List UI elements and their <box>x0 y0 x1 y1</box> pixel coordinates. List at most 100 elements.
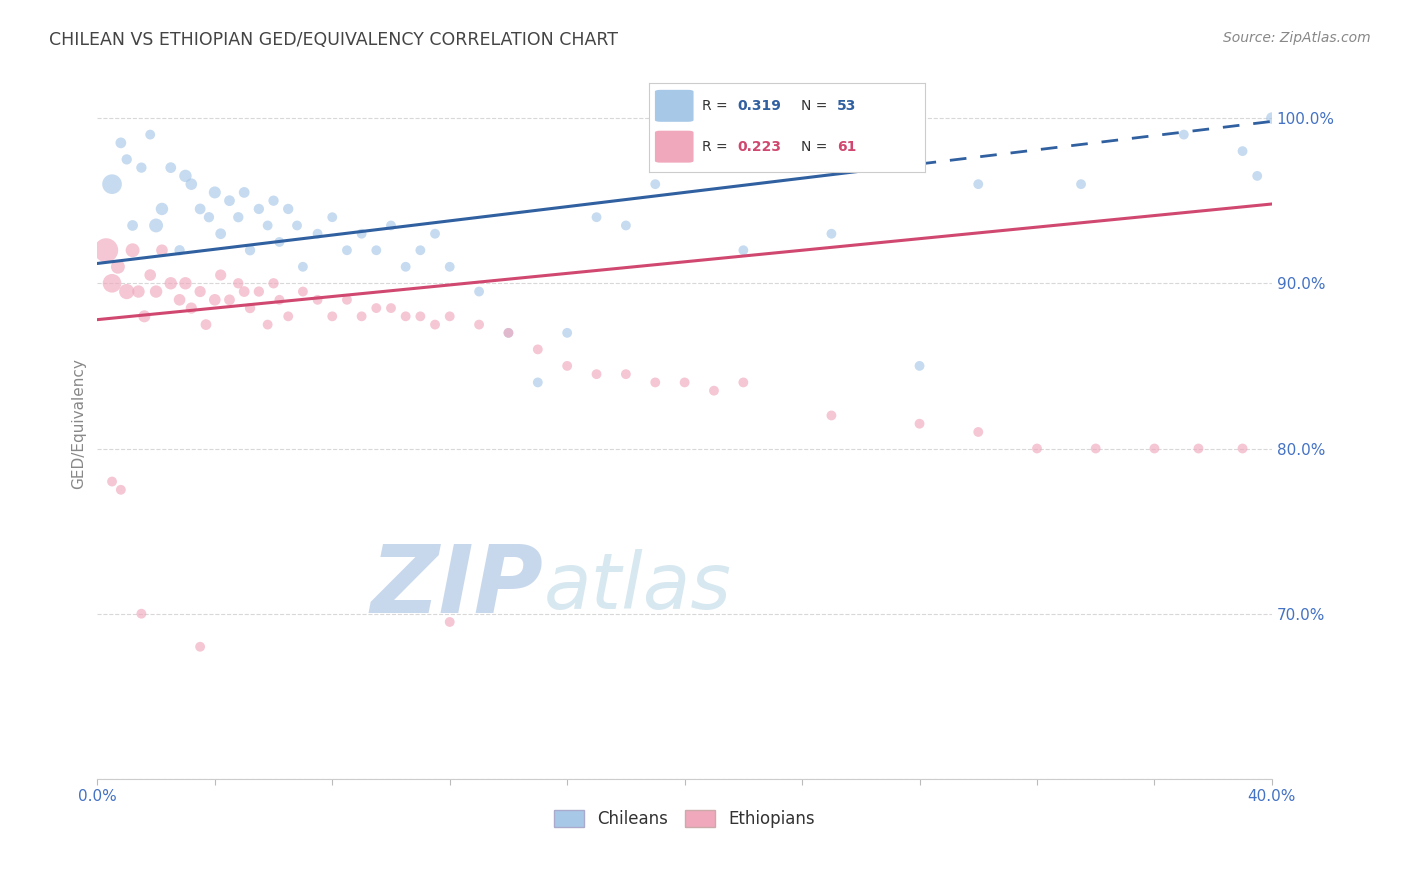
Point <box>644 177 666 191</box>
Point <box>336 244 359 258</box>
Point <box>159 161 181 175</box>
Point <box>96 244 118 258</box>
Point <box>209 268 232 282</box>
Point <box>247 285 270 299</box>
Point <box>527 343 550 357</box>
Point <box>134 310 156 324</box>
Point <box>350 310 373 324</box>
Point <box>733 376 755 390</box>
Point <box>291 285 314 299</box>
Point <box>233 285 256 299</box>
Text: atlas: atlas <box>544 549 731 625</box>
Point <box>218 293 240 307</box>
Point <box>703 384 725 398</box>
Point <box>277 310 299 324</box>
Point <box>395 310 418 324</box>
Point <box>366 301 388 315</box>
Point <box>350 227 373 241</box>
Point <box>110 136 132 150</box>
Text: CHILEAN VS ETHIOPIAN GED/EQUIVALENCY CORRELATION CHART: CHILEAN VS ETHIOPIAN GED/EQUIVALENCY COR… <box>49 31 619 49</box>
Point <box>188 285 211 299</box>
Point <box>169 244 191 258</box>
Point <box>174 277 197 291</box>
Point <box>439 310 461 324</box>
Point <box>131 161 153 175</box>
Point <box>1143 442 1166 456</box>
Point <box>101 475 124 489</box>
Point <box>614 219 637 233</box>
Point <box>174 169 197 183</box>
Point <box>115 285 138 299</box>
Text: ZIP: ZIP <box>371 541 544 633</box>
Point <box>307 227 329 241</box>
Point <box>498 326 520 340</box>
Point <box>614 367 637 381</box>
Point <box>527 376 550 390</box>
Point <box>585 367 607 381</box>
Point <box>226 277 249 291</box>
Point <box>204 186 226 200</box>
Point <box>188 640 211 654</box>
Point <box>498 326 520 340</box>
Point <box>321 211 343 225</box>
Point <box>121 244 143 258</box>
Point <box>239 301 262 315</box>
Point <box>180 177 202 191</box>
Point <box>263 194 285 208</box>
Point <box>1084 442 1107 456</box>
Point <box>439 615 461 629</box>
Point <box>269 293 291 307</box>
Point <box>395 260 418 274</box>
Point <box>263 277 285 291</box>
Point <box>195 318 218 332</box>
Y-axis label: GED/Equivalency: GED/Equivalency <box>72 359 86 489</box>
Point <box>1070 177 1092 191</box>
Point <box>291 260 314 274</box>
Point <box>101 177 124 191</box>
Point <box>644 376 666 390</box>
Point <box>673 376 696 390</box>
Text: Source: ZipAtlas.com: Source: ZipAtlas.com <box>1223 31 1371 45</box>
Point <box>218 194 240 208</box>
Point <box>198 211 221 225</box>
Point <box>468 285 491 299</box>
Point <box>321 310 343 324</box>
Point <box>908 359 931 373</box>
Point <box>908 417 931 431</box>
Point <box>1246 169 1268 183</box>
Point <box>139 268 162 282</box>
Point <box>1026 442 1049 456</box>
Point <box>247 202 270 216</box>
Point <box>733 244 755 258</box>
Point <box>101 277 124 291</box>
Point <box>1232 442 1254 456</box>
Point <box>423 318 446 332</box>
Point <box>277 202 299 216</box>
Point <box>555 326 578 340</box>
Point <box>233 186 256 200</box>
Point <box>380 301 402 315</box>
Point <box>380 219 402 233</box>
Point <box>409 310 432 324</box>
Point <box>1173 128 1195 142</box>
Point <box>585 211 607 225</box>
Point <box>204 293 226 307</box>
Point <box>139 128 162 142</box>
Point <box>107 260 129 274</box>
Point <box>307 293 329 307</box>
Point <box>820 227 842 241</box>
Point <box>468 318 491 332</box>
Point <box>150 244 173 258</box>
Point <box>967 177 990 191</box>
Point <box>285 219 308 233</box>
Point <box>159 277 181 291</box>
Point <box>423 227 446 241</box>
Point <box>256 219 278 233</box>
Point <box>127 285 149 299</box>
Point <box>188 202 211 216</box>
Point <box>180 301 202 315</box>
Point <box>145 285 167 299</box>
Point <box>169 293 191 307</box>
Point <box>409 244 432 258</box>
Point <box>1261 111 1284 125</box>
